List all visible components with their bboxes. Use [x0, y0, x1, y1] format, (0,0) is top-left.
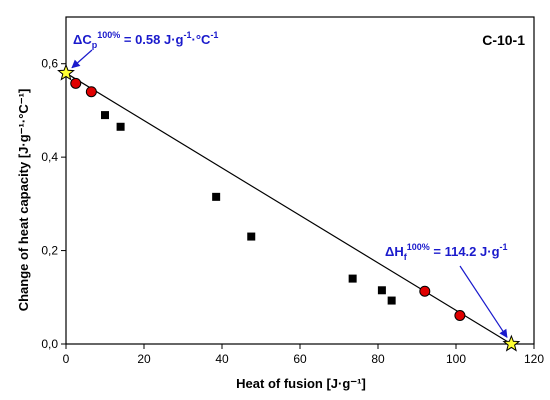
hf-arrow: [459, 265, 508, 339]
y-tick-label: 0,4: [41, 150, 58, 164]
hf-annotation-sub: f: [404, 252, 408, 262]
circle-marker: [419, 285, 431, 297]
x-tick-label: 40: [215, 352, 229, 366]
square-marker: [377, 286, 386, 295]
y-tick-label: 0,6: [41, 57, 58, 71]
cp-annotation-sub: p: [92, 40, 98, 50]
star-marker: [57, 63, 75, 81]
plot-border: [65, 16, 535, 345]
y-tick-label: 0,0: [41, 337, 58, 351]
square-marker: [387, 296, 396, 305]
y-tick-label: 0,2: [41, 244, 58, 258]
circle-marker: [454, 310, 466, 322]
fit-line-group: [65, 72, 512, 345]
x-axis-ticks: 0 20 40 60 80 100 120: [63, 344, 544, 366]
hf-annotation-sup: 100%: [407, 242, 430, 252]
y-axis-title: Change of heat capacity [J·g⁻¹·°C⁻¹]: [16, 89, 31, 312]
hf-annotation: ΔHf100% = 114.2 J·g-1: [385, 242, 508, 262]
x-tick-label: 80: [371, 352, 385, 366]
x-axis-title: Heat of fusion [J·g⁻¹]: [236, 376, 366, 391]
cp-annotation-unit-sup: -1: [184, 30, 192, 40]
square-marker: [348, 274, 357, 283]
x-tick-label: 120: [524, 352, 544, 366]
cp-annotation: ΔCp100% = 0.58 J·g-1·°C-1: [73, 30, 218, 50]
fit-line: [65, 72, 512, 345]
cp-annotation-sup: 100%: [97, 30, 120, 40]
star-marker: [502, 334, 521, 352]
y-axis-ticks: 0,0 0,2 0,4 0,6: [41, 57, 66, 351]
square-marker: [212, 192, 221, 201]
data-markers: [57, 63, 521, 352]
cp-arrow: [71, 49, 93, 69]
cp-annotation-value: = 0.58 J·g: [120, 32, 183, 47]
hf-annotation-prefix: ΔH: [385, 244, 404, 259]
x-tick-label: 20: [137, 352, 151, 366]
panel-label: C-10-1: [482, 32, 525, 48]
circle-marker: [70, 77, 82, 89]
circle-marker: [85, 86, 97, 98]
hf-annotation-unit-sup: -1: [500, 242, 508, 252]
x-tick-label: 60: [293, 352, 307, 366]
plot-frame: [65, 16, 535, 345]
square-marker: [116, 122, 125, 131]
cp-annotation-unit-sup2: -1: [210, 30, 218, 40]
cp-annotation-unit-mid: ·°C: [192, 32, 212, 47]
annotation-arrows: [71, 49, 508, 339]
square-marker: [247, 232, 256, 241]
x-tick-label: 100: [446, 352, 466, 366]
square-marker: [101, 111, 109, 120]
cp-annotation-prefix: ΔC: [73, 32, 92, 47]
x-tick-label: 0: [63, 352, 70, 366]
hf-annotation-value: = 114.2 J·g: [430, 244, 500, 259]
